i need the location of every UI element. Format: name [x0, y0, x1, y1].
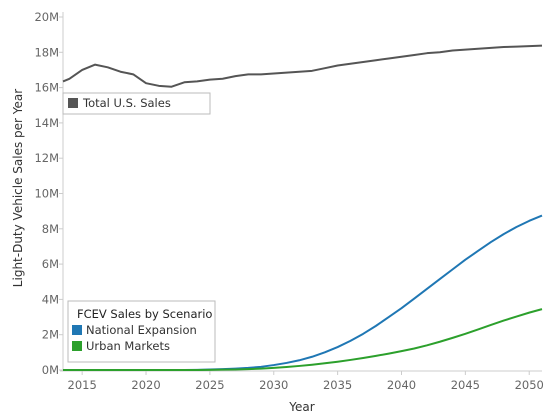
x-tick-label: 2050 — [515, 378, 544, 392]
y-tick-label: 4M — [42, 292, 59, 306]
legend-swatch-urban-markets — [72, 341, 82, 351]
legend-total: Total U.S. Sales — [62, 92, 211, 115]
y-tick-label: 12M — [34, 151, 59, 165]
x-tick-label: 2030 — [259, 378, 288, 392]
series-line-urban-markets — [63, 308, 543, 371]
y-tick-label: 20M — [34, 10, 59, 24]
legend-fcev: FCEV Sales by Scenario National Expansio… — [67, 300, 216, 363]
y-tick-label: 8M — [42, 222, 59, 236]
x-axis: 2015 2020 2025 2030 2035 2040 2045 2050 — [60, 370, 544, 392]
legend-swatch-total-us-sales — [68, 98, 78, 108]
x-tick-label: 2045 — [451, 378, 480, 392]
y-tick-label: 10M — [34, 187, 59, 201]
x-tick-label: 2015 — [68, 378, 97, 392]
y-tick-label: 6M — [42, 257, 59, 271]
series-line-total-u-s-sales — [62, 44, 543, 88]
x-tick-label: 2040 — [387, 378, 416, 392]
legend-label-urban-markets: Urban Markets — [86, 339, 170, 353]
y-tick-label: 2M — [42, 328, 59, 342]
legend-fcev-title: FCEV Sales by Scenario — [77, 307, 212, 321]
y-tick-label: 18M — [34, 45, 59, 59]
legend-label-total-us-sales: Total U.S. Sales — [82, 96, 171, 110]
x-axis-title: Year — [288, 400, 314, 414]
y-tick-label: 0M — [42, 363, 59, 377]
legend-total-box — [62, 92, 211, 115]
x-tick-label: 2020 — [131, 378, 160, 392]
x-tick-label: 2025 — [195, 378, 224, 392]
legend-fcev-box — [67, 300, 216, 363]
series-layer — [62, 44, 543, 371]
y-tick-label: 16M — [34, 81, 59, 95]
y-tick-label: 14M — [34, 116, 59, 130]
legend-swatch-national-expansion — [72, 325, 82, 335]
y-axis: 0M 2M 4M 6M 8M 10M 12M 14M 16M 18M 20M — [34, 10, 64, 377]
legend-label-national-expansion: National Expansion — [86, 323, 197, 337]
y-axis-title: Light-Duty Vehicle Sales per Year — [11, 89, 25, 287]
x-tick-label: 2035 — [323, 378, 352, 392]
